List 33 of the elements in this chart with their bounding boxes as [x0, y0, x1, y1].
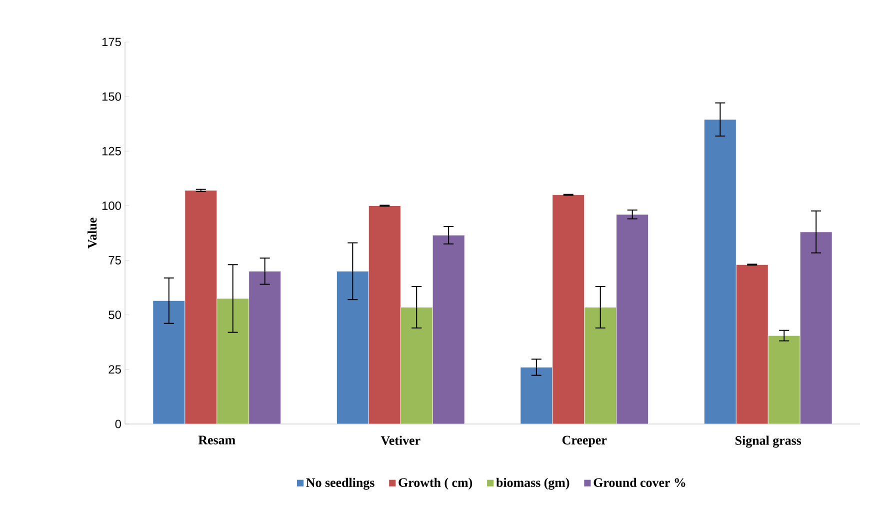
x-tick-label: Creeper	[562, 436, 607, 448]
bar	[152, 300, 186, 424]
y-tick-label: 150	[102, 92, 122, 101]
bar	[336, 270, 369, 424]
y-tick-label: 25	[108, 365, 121, 374]
bar	[616, 214, 649, 424]
legend-label: Growth ( cm)	[398, 478, 472, 490]
bar	[704, 119, 736, 424]
bar	[400, 307, 433, 424]
bar	[368, 206, 401, 424]
y-tick-label: 125	[102, 146, 121, 156]
y-tick-label: 50	[108, 310, 122, 320]
y-tick-label: 175	[102, 38, 121, 46]
bar	[520, 367, 553, 424]
legend-label: Ground cover %	[594, 478, 686, 488]
y-tick-label: 75	[108, 256, 121, 264]
bar	[584, 307, 617, 424]
legend-label: biomass (gm)	[496, 478, 570, 490]
y-tick-label: 100	[102, 201, 122, 210]
bar	[248, 270, 282, 424]
bar	[736, 264, 768, 424]
bar	[184, 190, 218, 424]
legend-label: No seedlings	[306, 478, 374, 490]
bar	[768, 335, 800, 424]
bar	[552, 194, 585, 424]
bar	[216, 298, 250, 424]
y-axis-title: Value	[88, 218, 97, 248]
x-tick-label: Signal grass	[736, 436, 802, 448]
bar	[800, 232, 832, 424]
x-tick-label: Vetiver	[380, 436, 420, 445]
x-tick-label: Resam	[198, 436, 236, 444]
y-tick-label: 0	[115, 420, 122, 428]
bar	[432, 234, 465, 424]
